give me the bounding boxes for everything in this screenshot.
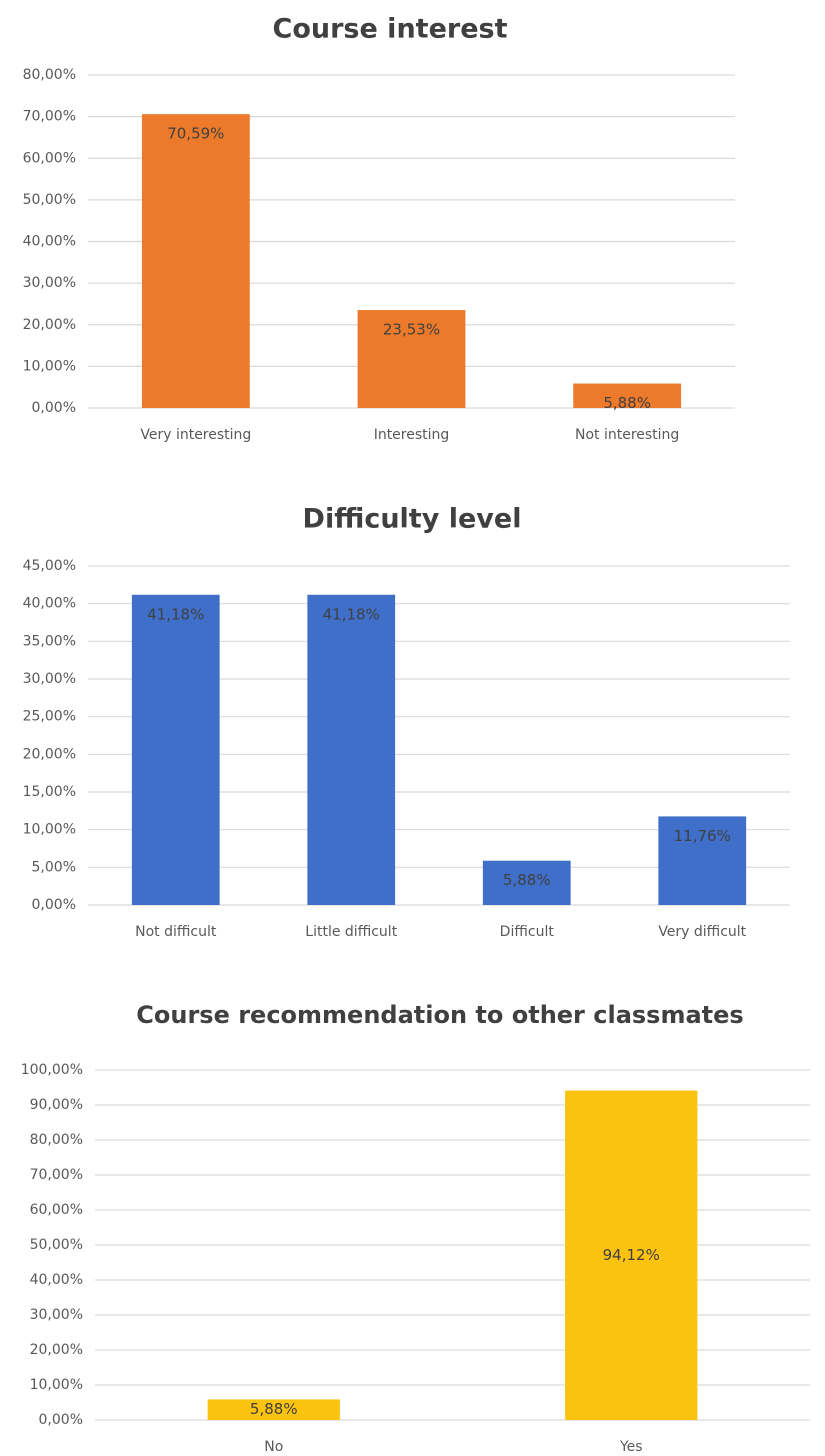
y-tick-label: 60,00% bbox=[23, 150, 76, 166]
x-tick-label: Little difficult bbox=[305, 924, 397, 940]
value-label: 23,53% bbox=[383, 321, 440, 339]
bar bbox=[207, 1399, 340, 1420]
y-tick-label: 70,00% bbox=[23, 109, 76, 125]
x-tick-label: Yes bbox=[619, 1439, 643, 1455]
value-label: 41,18% bbox=[323, 605, 380, 623]
y-tick-label: 90,00% bbox=[30, 1097, 83, 1113]
value-label: 5,88% bbox=[603, 394, 651, 412]
y-tick-label: 20,00% bbox=[23, 746, 76, 762]
bar bbox=[357, 310, 466, 408]
x-tick-label: Interesting bbox=[374, 427, 450, 443]
bar bbox=[565, 1090, 698, 1420]
y-tick-label: 30,00% bbox=[30, 1307, 83, 1323]
y-tick-label: 0,00% bbox=[32, 400, 76, 416]
y-tick-label: 80,00% bbox=[23, 67, 76, 83]
y-tick-label: 5,00% bbox=[32, 859, 76, 875]
x-tick-label: Difficult bbox=[500, 924, 555, 940]
y-tick-label: 0,00% bbox=[32, 897, 76, 913]
y-tick-label: 50,00% bbox=[23, 192, 76, 208]
y-tick-label: 40,00% bbox=[30, 1272, 83, 1288]
x-tick-label: Very interesting bbox=[140, 427, 251, 443]
chart-title: Course recommendation to other classmate… bbox=[136, 1001, 743, 1029]
y-tick-label: 40,00% bbox=[23, 234, 76, 250]
y-tick-label: 10,00% bbox=[23, 822, 76, 838]
bar bbox=[482, 860, 571, 905]
value-label: 70,59% bbox=[167, 125, 224, 143]
x-tick-label: Very difficult bbox=[658, 924, 746, 940]
x-tick-label: Not difficult bbox=[135, 924, 217, 940]
x-tick-label: No bbox=[264, 1439, 283, 1455]
y-tick-label: 40,00% bbox=[23, 596, 76, 612]
y-tick-label: 0,00% bbox=[39, 1412, 83, 1428]
y-tick-label: 80,00% bbox=[30, 1132, 83, 1148]
y-tick-label: 10,00% bbox=[23, 358, 76, 374]
value-label: 11,76% bbox=[674, 827, 731, 845]
y-tick-label: 45,00% bbox=[23, 558, 76, 574]
y-tick-label: 60,00% bbox=[30, 1202, 83, 1218]
bar bbox=[141, 114, 250, 408]
y-tick-label: 100,00% bbox=[21, 1062, 83, 1078]
value-label: 5,88% bbox=[503, 871, 551, 889]
bar bbox=[131, 594, 220, 905]
value-label: 94,12% bbox=[603, 1246, 660, 1264]
y-tick-label: 15,00% bbox=[23, 784, 76, 800]
y-tick-label: 30,00% bbox=[23, 671, 76, 687]
y-tick-label: 25,00% bbox=[23, 709, 76, 725]
value-label: 5,88% bbox=[250, 1400, 298, 1418]
y-tick-label: 20,00% bbox=[23, 317, 76, 333]
chart-title: Course interest bbox=[273, 14, 508, 45]
y-tick-label: 30,00% bbox=[23, 275, 76, 291]
y-tick-label: 70,00% bbox=[30, 1167, 83, 1183]
bar bbox=[307, 594, 396, 905]
y-tick-label: 35,00% bbox=[23, 633, 76, 649]
bar bbox=[658, 816, 747, 905]
chart-title: Difficulty level bbox=[303, 504, 522, 535]
y-tick-label: 10,00% bbox=[30, 1377, 83, 1393]
x-tick-label: Not interesting bbox=[575, 427, 679, 443]
y-tick-label: 20,00% bbox=[30, 1342, 83, 1358]
y-tick-label: 50,00% bbox=[30, 1237, 83, 1253]
value-label: 41,18% bbox=[147, 605, 204, 623]
bar bbox=[573, 383, 682, 408]
